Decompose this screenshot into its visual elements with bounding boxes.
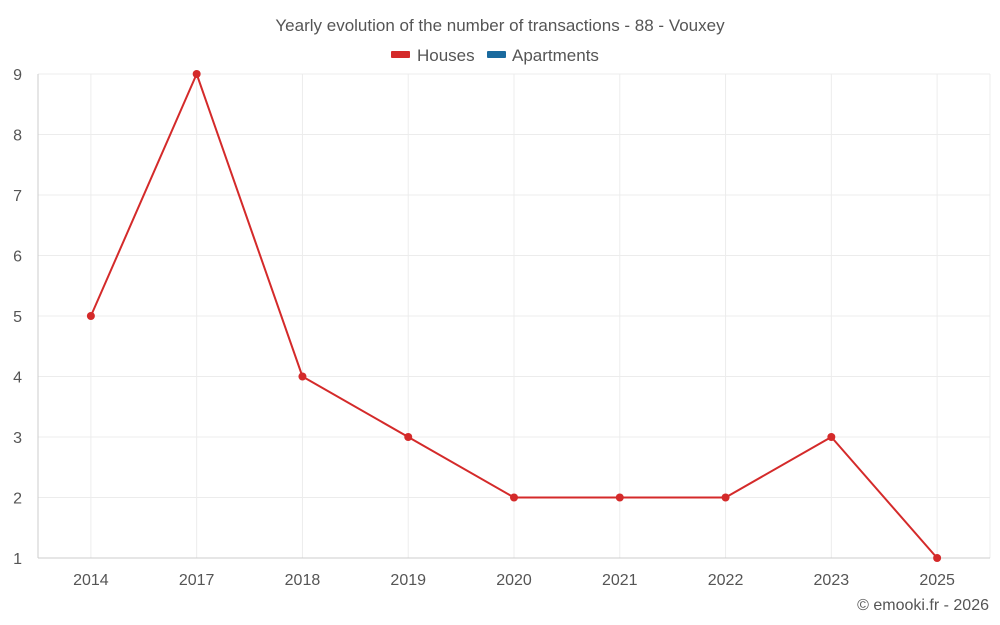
x-tick-label: 2014: [73, 572, 109, 589]
grid: [38, 73, 991, 558]
series-houses: [86, 70, 942, 562]
legend-swatch-houses: [391, 51, 410, 58]
houses-point[interactable]: [827, 433, 836, 441]
x-tick-label: 2025: [919, 572, 955, 589]
y-tick-label: 6: [13, 249, 22, 266]
legend-label-apartments: Apartments: [512, 46, 599, 65]
houses-point[interactable]: [86, 312, 95, 320]
y-tick-label: 9: [13, 67, 22, 84]
houses-point[interactable]: [404, 433, 413, 441]
legend-label-houses: Houses: [417, 46, 475, 65]
houses-point[interactable]: [510, 493, 518, 502]
houses-point[interactable]: [615, 493, 624, 502]
x-tick-label: 2022: [708, 572, 744, 589]
y-tick-label: 8: [13, 128, 22, 145]
legend-swatch-apartments: [487, 51, 506, 58]
legend-item-apartments[interactable]: Apartments: [487, 46, 599, 65]
y-tick-label: 4: [13, 370, 22, 387]
chart-title: Yearly evolution of the number of transa…: [275, 16, 725, 35]
y-tick-label: 5: [13, 309, 22, 326]
houses-point[interactable]: [192, 70, 201, 78]
credit-text: © emooki.fr - 2026: [857, 597, 989, 614]
y-tick-label: 2: [13, 491, 22, 508]
x-tick-label: 2019: [390, 572, 426, 589]
houses-point[interactable]: [933, 554, 942, 562]
x-axis-ticks: 2014 2017 2018 2019 2020 2021 2022 2023 2025: [73, 572, 955, 589]
y-tick-label: 1: [13, 551, 22, 568]
y-axis-ticks: 1 2 3 4 5 6 7 8 9: [13, 67, 22, 568]
x-tick-label: 2021: [602, 572, 638, 589]
x-tick-label: 2018: [285, 572, 321, 589]
x-tick-label: 2017: [179, 572, 215, 589]
x-tick-label: 2023: [814, 572, 850, 589]
legend-item-houses[interactable]: Houses: [391, 46, 475, 65]
x-tick-label: 2020: [496, 572, 532, 589]
legend: Houses Apartments: [391, 46, 599, 65]
houses-point[interactable]: [298, 372, 307, 381]
houses-point[interactable]: [721, 493, 730, 502]
y-tick-label: 7: [13, 188, 22, 205]
y-tick-label: 3: [13, 430, 22, 447]
axes: [37, 74, 990, 559]
